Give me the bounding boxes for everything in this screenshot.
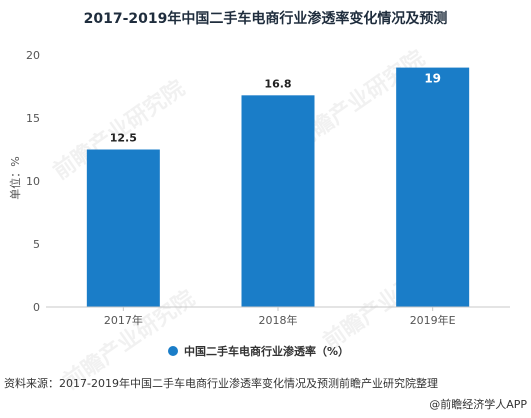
legend-label: 中国二手车电商行业渗透率（%） bbox=[184, 344, 349, 358]
legend: 中国二手车电商行业渗透率（%） bbox=[168, 344, 349, 358]
legend-swatch bbox=[168, 346, 178, 356]
bar-value-label: 16.8 bbox=[264, 77, 291, 90]
x-tick-label: 2018年 bbox=[259, 313, 298, 327]
y-tick-label: 20 bbox=[26, 49, 40, 62]
y-tick-label: 0 bbox=[33, 301, 40, 314]
x-axis-ticks: 2017年 2018年 2019年E bbox=[104, 307, 456, 327]
bar bbox=[241, 95, 315, 307]
y-axis-ticks: 0 5 10 15 20 bbox=[26, 49, 40, 314]
credit-note: @前瞻经济学人APP bbox=[429, 397, 527, 411]
bar-value-label: 12.5 bbox=[110, 132, 137, 145]
y-axis-label: 单位：% bbox=[8, 156, 22, 199]
y-tick-label: 5 bbox=[33, 238, 40, 251]
chart-title: 2017-2019年中国二手车电商行业渗透率变化情况及预测 bbox=[84, 10, 448, 27]
bar bbox=[86, 149, 160, 307]
bar bbox=[396, 67, 470, 307]
bar-value-label: 19 bbox=[424, 72, 441, 86]
x-tick-label: 2019年E bbox=[410, 313, 456, 327]
bar-series: 12.5 16.8 19 bbox=[86, 67, 470, 307]
y-tick-label: 10 bbox=[26, 175, 40, 188]
source-note: 资料来源：2017-2019年中国二手车电商行业渗透率变化情况及预测前瞻产业研究… bbox=[4, 376, 438, 390]
y-tick-label: 15 bbox=[26, 112, 40, 125]
x-tick-label: 2017年 bbox=[104, 313, 143, 327]
